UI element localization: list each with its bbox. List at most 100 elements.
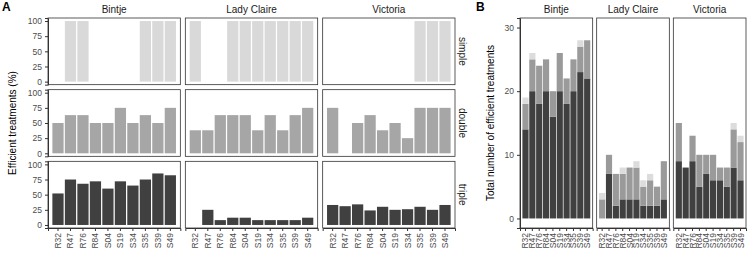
y-tick: 25 (33, 133, 48, 143)
panel-background (597, 18, 670, 228)
x-tick-label: S34 (265, 233, 275, 248)
x-tick: S04 (103, 228, 113, 248)
x-tick-mark (559, 228, 560, 231)
bars (327, 108, 451, 153)
x-axis-line (597, 229, 670, 232)
panel-frame (520, 18, 593, 228)
bar (564, 78, 570, 103)
bar (240, 115, 251, 153)
x-tick-label: S19 (115, 233, 125, 248)
y-axis-line (517, 19, 521, 229)
bar (626, 199, 632, 218)
bar (696, 154, 702, 155)
x-tick: S49 (582, 228, 592, 248)
bar (696, 187, 702, 219)
x-tick-mark (602, 228, 603, 231)
bar (703, 155, 709, 174)
bar (377, 130, 388, 153)
x-tick-label: S04 (240, 233, 250, 248)
x-tick-label: S39 (153, 233, 163, 248)
bar (584, 40, 590, 41)
bar (127, 81, 138, 82)
bar (277, 130, 288, 153)
x-tick-mark (420, 228, 421, 231)
y-axis: 0102030 (505, 19, 521, 229)
bars (599, 155, 667, 219)
y-tick: 25 (33, 205, 48, 215)
bar (676, 123, 682, 124)
y-tick-label: 50 (33, 47, 43, 57)
bar (152, 21, 163, 82)
facet-panel: R32R47R76R84S04S19S34S35S39S49 (597, 18, 670, 249)
y-tick-mark (45, 138, 48, 139)
bar (402, 81, 413, 82)
y-tick: 50 (33, 47, 48, 57)
x-tick-mark (382, 228, 383, 231)
x-tick-mark (532, 228, 533, 231)
x-tick-label: R32 (328, 233, 338, 249)
bar (352, 123, 363, 153)
bar (427, 21, 438, 82)
bars (522, 40, 590, 218)
x-tick-mark (587, 228, 588, 231)
bar (654, 186, 660, 187)
x-tick-label: R32 (190, 233, 200, 249)
x-tick-label: S35 (415, 233, 425, 248)
x-tick-label: S19 (253, 233, 263, 248)
x-tick: S39 (153, 228, 163, 248)
y-tick-mark (517, 218, 520, 219)
x-tick: S04 (240, 228, 250, 248)
bar (522, 129, 528, 218)
x-tick-mark (370, 228, 371, 231)
y-tick-label: 10 (505, 150, 515, 160)
facet-panel (323, 18, 455, 85)
x-axis: R32R47R76R84S04S19S34S35S39S49 (323, 228, 455, 249)
bar (599, 193, 605, 199)
bar (414, 108, 425, 153)
panel-background (48, 161, 180, 228)
x-tick-mark (656, 228, 657, 231)
bar (737, 180, 743, 218)
x-tick-mark (207, 228, 208, 231)
x-axis-line (521, 229, 594, 232)
x-tick-label: S49 (165, 233, 175, 248)
x-tick: R76 (215, 228, 225, 249)
bar (570, 59, 576, 60)
bar (140, 115, 151, 153)
bar (240, 218, 251, 225)
panel-background (323, 90, 455, 157)
x-tick-mark (57, 228, 58, 231)
x-tick-mark (650, 228, 651, 231)
panel-frame (673, 18, 746, 228)
y-tick: 0 (509, 214, 520, 224)
y-tick: 20 (505, 86, 520, 96)
x-tick-label: S34 (403, 233, 413, 248)
bar (340, 153, 351, 154)
facet-panel: 0255075100 (28, 16, 181, 87)
y-tick-mark (45, 195, 48, 196)
bar (737, 136, 743, 142)
facet-row-label: double (457, 108, 468, 138)
bar (717, 167, 723, 168)
bar (402, 209, 413, 225)
facet-panel (323, 90, 455, 157)
panel-frame (323, 90, 455, 157)
x-tick-label: S49 (303, 233, 313, 248)
bar (683, 167, 689, 168)
x-tick-label: R47 (340, 233, 350, 249)
bar (165, 175, 176, 225)
bar (252, 21, 263, 82)
x-axis: R32R47R76R84S04S19S34S35S39S49 (186, 228, 318, 249)
panel-frame (185, 161, 317, 228)
y-tick-label: 75 (33, 31, 43, 41)
y-tick-mark (45, 164, 48, 165)
x-axis-line (323, 229, 455, 232)
bar (689, 136, 695, 161)
bar (389, 210, 400, 225)
x-tick-mark (615, 228, 616, 231)
x-tick-mark (552, 228, 553, 231)
y-tick-mark (45, 210, 48, 211)
y-tick: 100 (28, 16, 48, 26)
x-tick-mark (195, 228, 196, 231)
y-tick-mark (517, 155, 520, 156)
